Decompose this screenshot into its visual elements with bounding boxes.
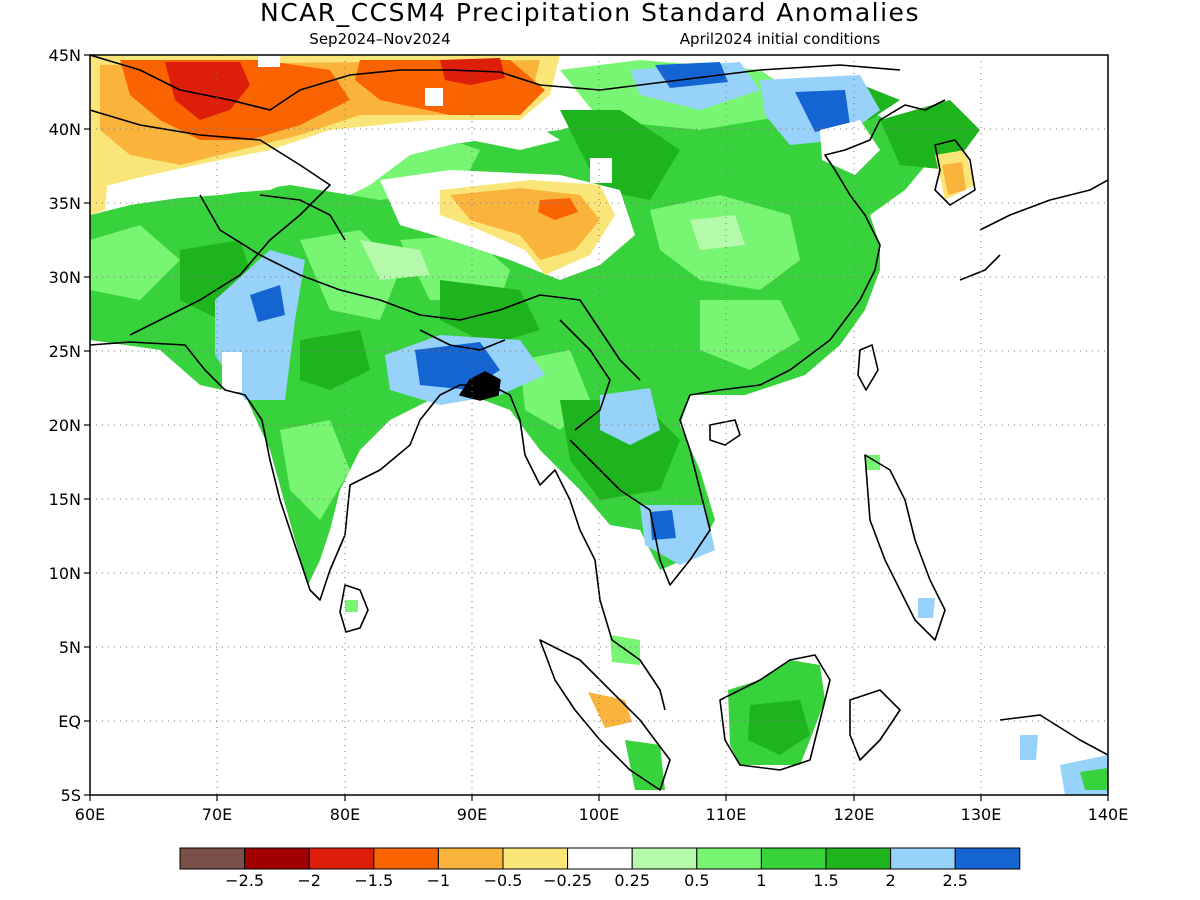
colorbar-label: 0.25 — [614, 871, 650, 890]
lon-label: 70E — [202, 805, 232, 824]
season-label: Sep2024–Nov2024 — [309, 30, 450, 48]
anomaly-region-darkgreen — [560, 110, 680, 200]
colorbar-label: −0.25 — [543, 871, 592, 890]
colorbar-swatch — [244, 847, 310, 870]
colorbar-swatch — [373, 847, 439, 870]
colorbar-swatch — [502, 847, 569, 870]
lat-label: 25N — [49, 342, 81, 361]
lon-label: 120E — [834, 805, 875, 824]
colorbar-swatch — [825, 847, 892, 870]
colorbar-swatch — [567, 847, 633, 870]
colorbar: −2.5 −2 −1.5 −1 −0.5 −0.25 0.25 0.5 1 1.5 2 2.5 — [179, 847, 1021, 890]
lon-label: 60E — [75, 805, 105, 824]
lon-label: 130E — [961, 805, 1002, 824]
colorbar-swatch — [954, 847, 1021, 870]
lon-label: 100E — [579, 805, 620, 824]
colorbar-label: −1.5 — [354, 871, 393, 890]
axis-ticks — [84, 54, 1109, 801]
colorbar-label: −1 — [427, 871, 451, 890]
colorbar-swatch — [890, 847, 956, 870]
lat-label: 45N — [49, 46, 81, 65]
colorbar-swatch — [308, 847, 375, 870]
latitude-labels: 45N 40N 35N 30N 25N 20N 15N 10N 5N EQ 5S — [49, 46, 81, 805]
anomaly-region-neutral — [90, 115, 560, 215]
lat-label: 5N — [59, 638, 81, 657]
lon-label: 140E — [1088, 805, 1129, 824]
colorbar-label: −2.5 — [225, 871, 264, 890]
map-title: NCAR_CCSM4 Precipitation Standard Anomal… — [260, 0, 920, 27]
colorbar-label: −0.5 — [484, 871, 523, 890]
initial-conditions-label: April2024 initial conditions — [680, 30, 881, 48]
lat-label: 5S — [61, 786, 81, 805]
colorbar-label: 1 — [756, 871, 766, 890]
colorbar-swatch — [760, 847, 827, 870]
colorbar-label: 2 — [886, 871, 896, 890]
lat-label: 35N — [49, 194, 81, 213]
colorbar-label: 2.5 — [942, 871, 967, 890]
lon-label: 110E — [706, 805, 747, 824]
lon-label: 90E — [457, 805, 487, 824]
colorbar-label: 1.5 — [813, 871, 838, 890]
colorbar-swatch — [631, 847, 698, 870]
colorbar-label: 0.5 — [684, 871, 709, 890]
colorbar-label: −2 — [297, 871, 321, 890]
lat-label: EQ — [58, 712, 81, 731]
map-field — [90, 55, 1108, 795]
lat-label: 30N — [49, 268, 81, 287]
colorbar-swatch — [437, 847, 504, 870]
colorbar-swatch — [696, 847, 762, 870]
coastlines — [90, 55, 1108, 791]
longitude-labels: 60E 70E 80E 90E 100E 110E 120E 130E 140E — [75, 805, 1129, 824]
colorbar-swatch — [179, 847, 246, 870]
lat-label: 10N — [49, 564, 81, 583]
lat-label: 15N — [49, 490, 81, 509]
lon-label: 80E — [330, 805, 360, 824]
lat-label: 20N — [49, 416, 81, 435]
lat-label: 40N — [49, 120, 81, 139]
